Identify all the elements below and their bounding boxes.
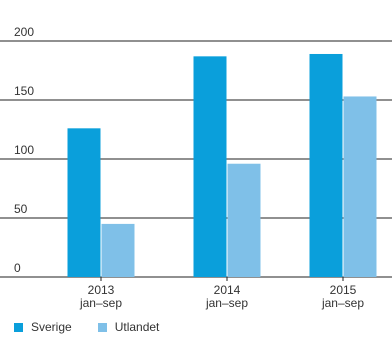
x-category-label: 2014 jan–sep [205, 283, 248, 310]
bar-sverige-2 [309, 53, 343, 278]
y-tick-label: 0 [14, 261, 21, 275]
legend-swatch-sverige [14, 322, 23, 332]
x-category-labels: 2013 jan–sep 2014 jan–sep 2015 jan–sep [79, 277, 364, 310]
bar-sverige-1 [193, 56, 227, 278]
bar-sverige-0 [67, 128, 101, 277]
x-category-label: 2013 jan–sep [79, 283, 122, 310]
y-tick-label: 50 [14, 202, 28, 216]
bar-utlandet-0 [101, 223, 135, 277]
bar-utlandet-2 [343, 96, 377, 278]
legend-swatch-utlandet [97, 322, 107, 332]
y-tick-label: 150 [14, 84, 34, 98]
x-category-label: 2015 jan–sep [321, 283, 364, 310]
bar-utlandet-1 [227, 163, 261, 277]
y-tick-label: 200 [14, 25, 34, 39]
legend-item-sverige: Sverige [14, 320, 72, 334]
legend-label-sverige: Sverige [31, 320, 72, 334]
legend: Sverige Utlandet [14, 320, 159, 334]
y-tick-labels: 0 50 100 150 200 [14, 25, 34, 275]
legend-item-utlandet: Utlandet [97, 320, 160, 334]
bars [67, 53, 377, 278]
y-tick-label: 100 [14, 143, 34, 157]
legend-label-utlandet: Utlandet [114, 320, 160, 334]
